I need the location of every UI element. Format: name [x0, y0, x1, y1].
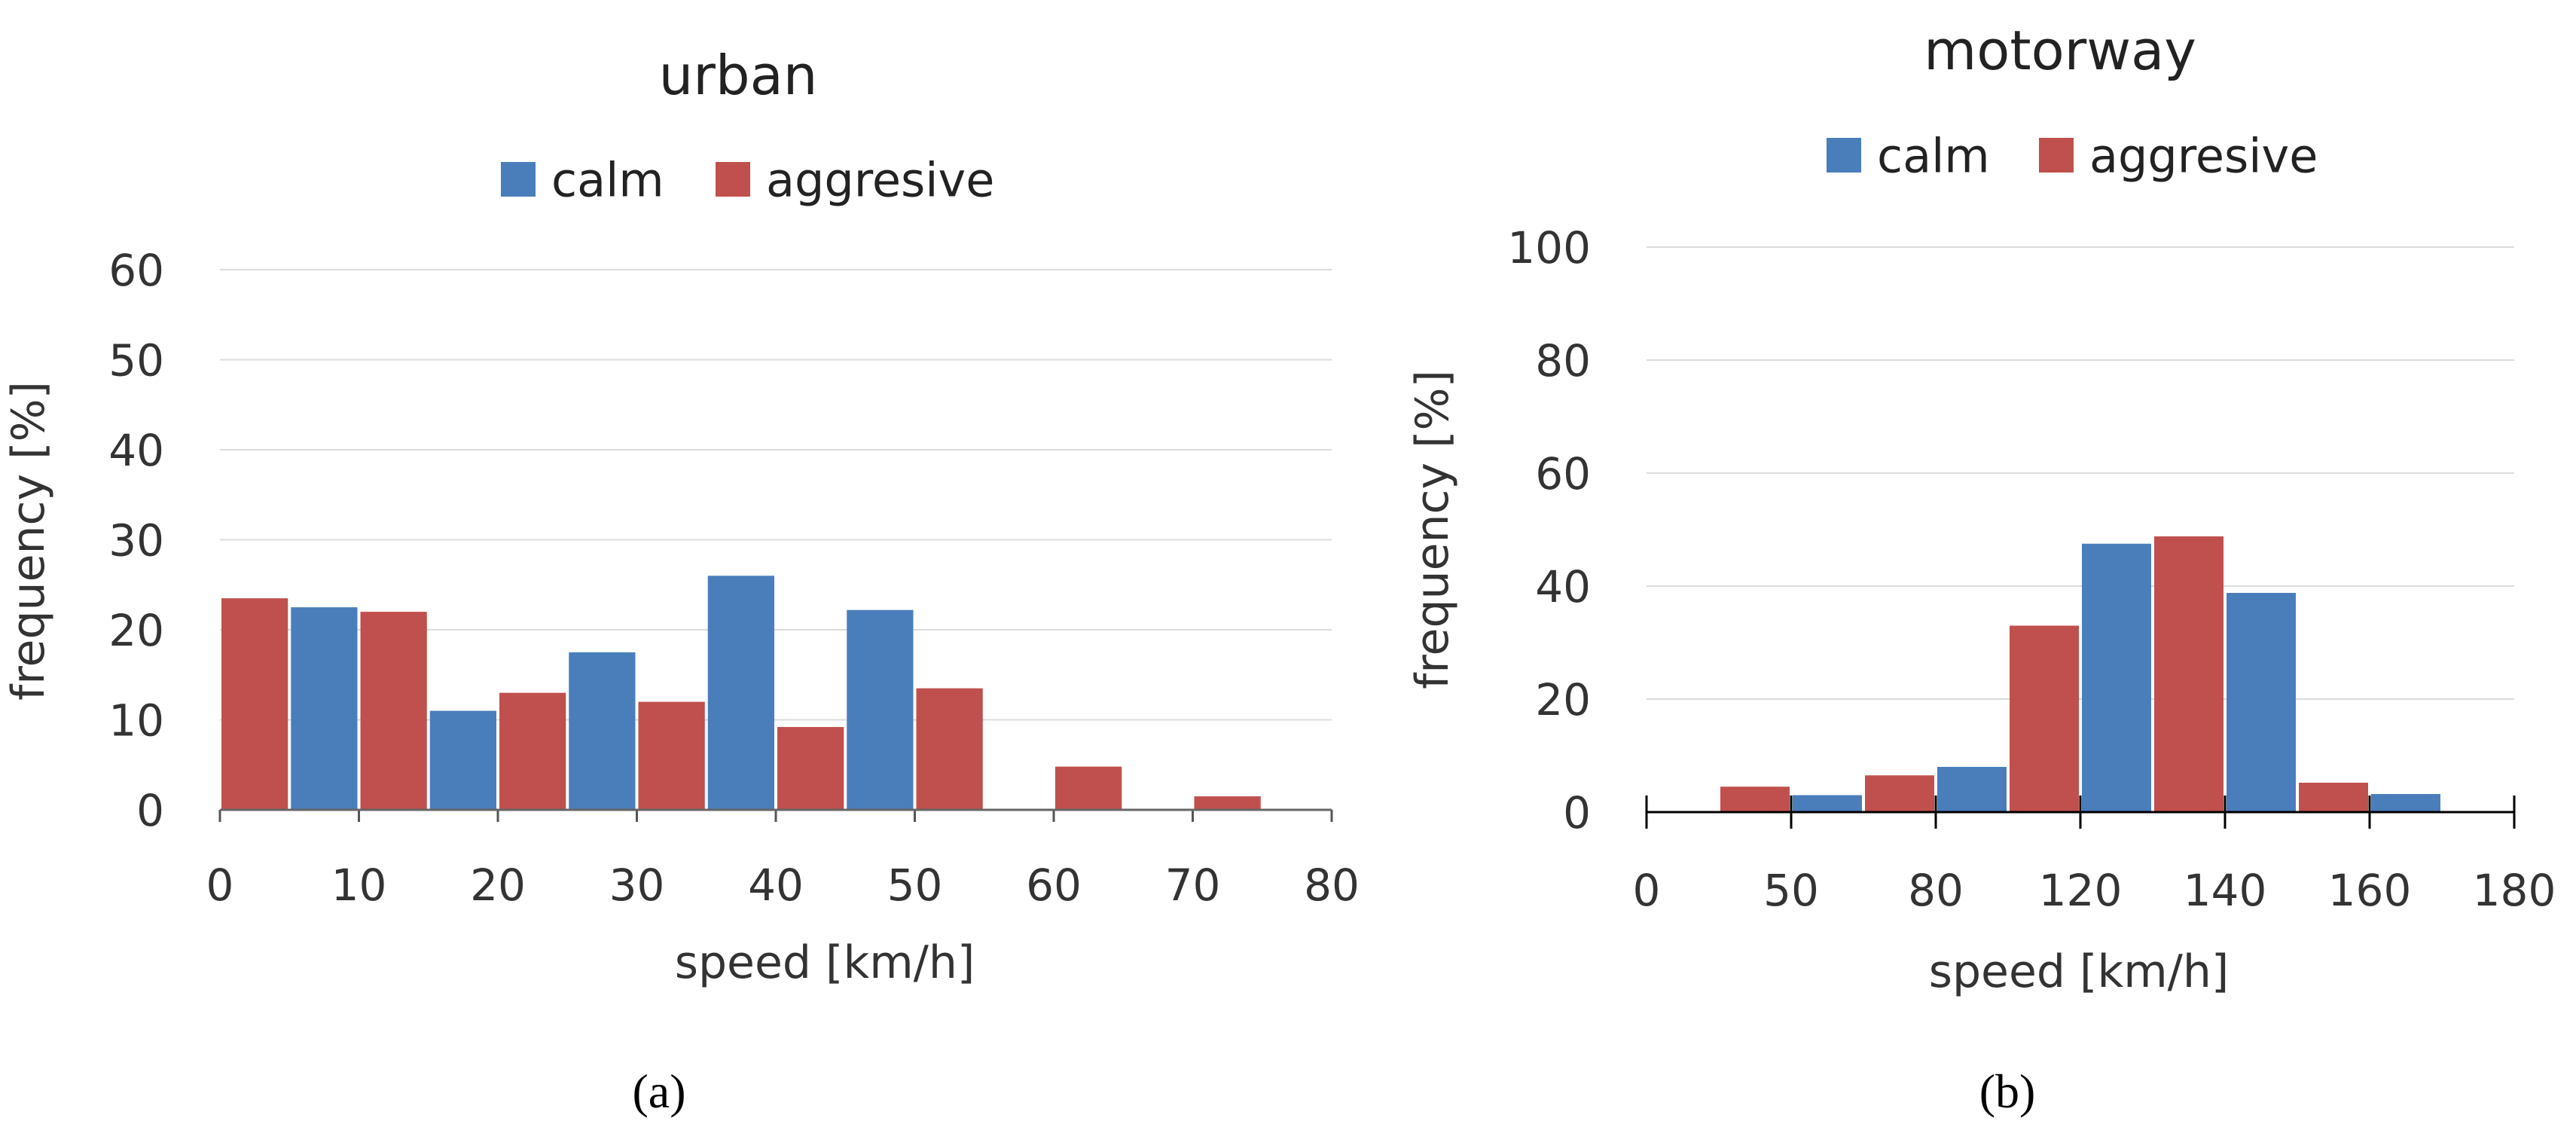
y-tick-label: 80 [1535, 335, 1591, 386]
bar-aggresive-bin-1 [1720, 786, 1790, 812]
chart-panel-b: motorway calm aggresive 0 20 40 60 80 100 0 50 80 12… [1406, 19, 2556, 1118]
x-tick-label: 180 [2473, 865, 2556, 916]
y-tick-label: 40 [108, 425, 164, 476]
y-tick-label: 0 [1563, 787, 1591, 838]
x-tick-label: 20 [470, 860, 526, 911]
y-tick-label: 20 [108, 605, 164, 656]
bar-calm-bin-4 [1937, 767, 2007, 812]
bar-calm-bin-8 [2227, 593, 2296, 812]
legend-swatch-aggresive [716, 162, 750, 197]
x-tick-label: 80 [1304, 860, 1360, 911]
x-tick-label: 60 [1026, 860, 1082, 911]
legend-swatch-aggresive [2039, 138, 2074, 173]
bar-calm-bin-2 [1793, 795, 1862, 812]
y-tick-label: 50 [108, 334, 164, 386]
legend-label-calm: calm [551, 152, 664, 207]
bar-aggresive-70-75 [1194, 796, 1261, 810]
x-tick-label: 160 [2328, 865, 2412, 916]
bar-aggresive-0-5 [221, 598, 288, 810]
y-tick-label: 60 [108, 245, 164, 296]
bar-aggresive-10-15 [360, 612, 427, 810]
x-tick-label: 50 [887, 860, 943, 911]
bar-aggresive-50-55 [916, 688, 983, 810]
x-axis-label: speed [km/h] [1929, 945, 2230, 998]
legend-label-aggresive: aggresive [2089, 128, 2318, 183]
bar-aggresive-bin-7 [2154, 536, 2223, 812]
x-tick-label: 0 [206, 860, 234, 911]
x-tick-label: 70 [1165, 860, 1221, 911]
x-tick-label: 30 [609, 860, 665, 911]
bar-aggresive-bin-3 [1865, 775, 1934, 812]
bar-calm-15-20 [429, 710, 496, 810]
bar-aggresive-bin-5 [2010, 625, 2079, 812]
bar-calm-bin-6 [2082, 543, 2151, 812]
bar-aggresive-60-65 [1055, 766, 1122, 810]
y-tick-label: 100 [1507, 222, 1591, 273]
y-tick-label: 10 [108, 695, 164, 746]
legend-label-calm: calm [1877, 128, 1990, 183]
legend-swatch-calm [1827, 138, 1861, 173]
x-tick-label: 10 [331, 860, 387, 911]
bar-aggresive-40-45 [777, 727, 844, 810]
x-tick-label: 50 [1763, 865, 1819, 916]
chart-panel-a: urban calm aggresive 0 10 20 30 40 50 60 0 10 20 30 40… [2, 44, 1360, 1118]
y-axis-label: frequency [%] [2, 381, 55, 701]
x-tick-label: 0 [1633, 865, 1661, 916]
bar-calm-25-30 [569, 652, 636, 810]
bar-aggresive-30-35 [638, 701, 705, 810]
chart-title: motorway [1924, 19, 2196, 82]
bar-calm-35-40 [707, 576, 774, 810]
x-tick-label: 120 [2039, 865, 2123, 916]
legend-swatch-calm [501, 162, 536, 197]
x-tick-label: 40 [748, 860, 804, 911]
bar-calm-bin-10 [2371, 794, 2440, 812]
x-tick-label: 80 [1908, 865, 1964, 916]
panel-caption: (b) [1979, 1064, 2036, 1118]
panel-caption: (a) [632, 1064, 685, 1118]
y-tick-label: 0 [136, 785, 164, 836]
bar-calm-5-10 [291, 607, 358, 810]
chart-title: urban [659, 44, 818, 107]
y-tick-label: 40 [1535, 561, 1591, 612]
y-tick-label: 30 [108, 515, 164, 566]
legend-label-aggresive: aggresive [766, 152, 994, 207]
y-tick-label: 20 [1535, 674, 1591, 725]
y-axis-label: frequency [%] [1406, 370, 1459, 689]
bar-aggresive-20-25 [499, 692, 566, 810]
x-axis-label: speed [km/h] [675, 936, 975, 989]
y-tick-label: 60 [1535, 448, 1591, 499]
bar-calm-45-50 [847, 609, 914, 810]
bar-aggresive-bin-9 [2299, 783, 2368, 812]
x-tick-label: 140 [2184, 865, 2267, 916]
